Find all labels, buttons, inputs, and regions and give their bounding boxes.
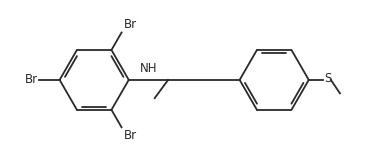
Text: Br: Br <box>124 129 136 142</box>
Text: NH: NH <box>140 62 157 75</box>
Text: Br: Br <box>25 73 37 86</box>
Text: S: S <box>325 72 332 85</box>
Text: Br: Br <box>124 18 136 31</box>
